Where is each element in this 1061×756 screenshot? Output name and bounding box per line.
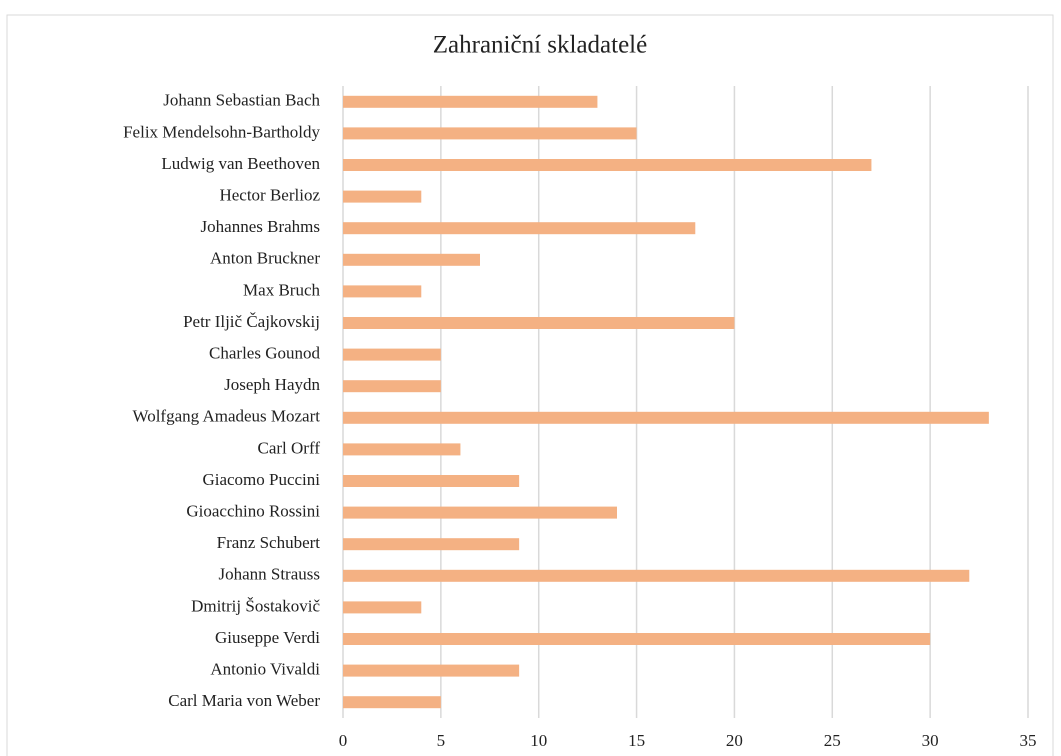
bar [343,633,931,645]
y-tick-label: Giuseppe Verdi [215,628,320,647]
bar [343,538,520,551]
y-tick-label: Franz Schubert [217,533,321,552]
x-tick-label: 10 [530,731,547,750]
y-tick-label: Charles Gounod [209,344,320,363]
bar [343,664,520,677]
bar [343,95,598,108]
y-tick-label: Hector Berlioz [219,186,320,205]
x-tick-label: 15 [628,731,645,750]
y-tick-label: Giacomo Puccini [202,470,320,489]
y-tick-label: Felix Mendelsohn-Bartholdy [123,122,320,141]
x-tick-label: 30 [922,731,939,750]
y-tick-label: Wolfgang Amadeus Mozart [133,407,321,426]
bar [343,190,422,203]
y-tick-label: Carl Orff [258,438,321,457]
bar [343,569,970,582]
chart-title: Zahraniční skladatelé [433,32,647,59]
y-tick-label: Petr Iljič Čajkovskij [183,312,320,331]
bar [343,285,422,298]
bar [343,159,872,171]
bar [343,222,696,235]
bar [343,127,637,140]
bar [343,443,461,456]
y-tick-label: Gioacchino Rossini [186,502,320,521]
y-tick-label: Carl Maria von Weber [168,691,320,710]
bar [343,253,480,266]
x-tick-label: 5 [437,731,446,750]
bar [343,696,441,709]
y-tick-label: Max Bruch [243,280,320,299]
y-tick-label: Dmitrij Šostakovič [191,596,320,615]
y-tick-label: Anton Bruckner [210,249,320,268]
x-tick-label: 20 [726,731,743,750]
y-tick-label: Ludwig van Beethoven [161,154,320,173]
bar [343,317,735,329]
x-tick-label: 35 [1020,731,1037,750]
y-tick-label: Johannes Brahms [201,217,320,236]
x-tick-label: 25 [824,731,841,750]
bar [343,380,441,393]
bar [343,348,441,361]
bar [343,601,422,614]
y-tick-label: Johann Sebastian Bach [163,91,320,110]
y-tick-label: Joseph Haydn [224,375,320,394]
bar [343,475,520,487]
y-tick-label: Johann Strauss [218,565,320,584]
x-tick-label: 0 [339,731,348,750]
bar [343,506,617,519]
y-tick-label: Antonio Vivaldi [210,660,320,679]
bar [343,411,989,424]
